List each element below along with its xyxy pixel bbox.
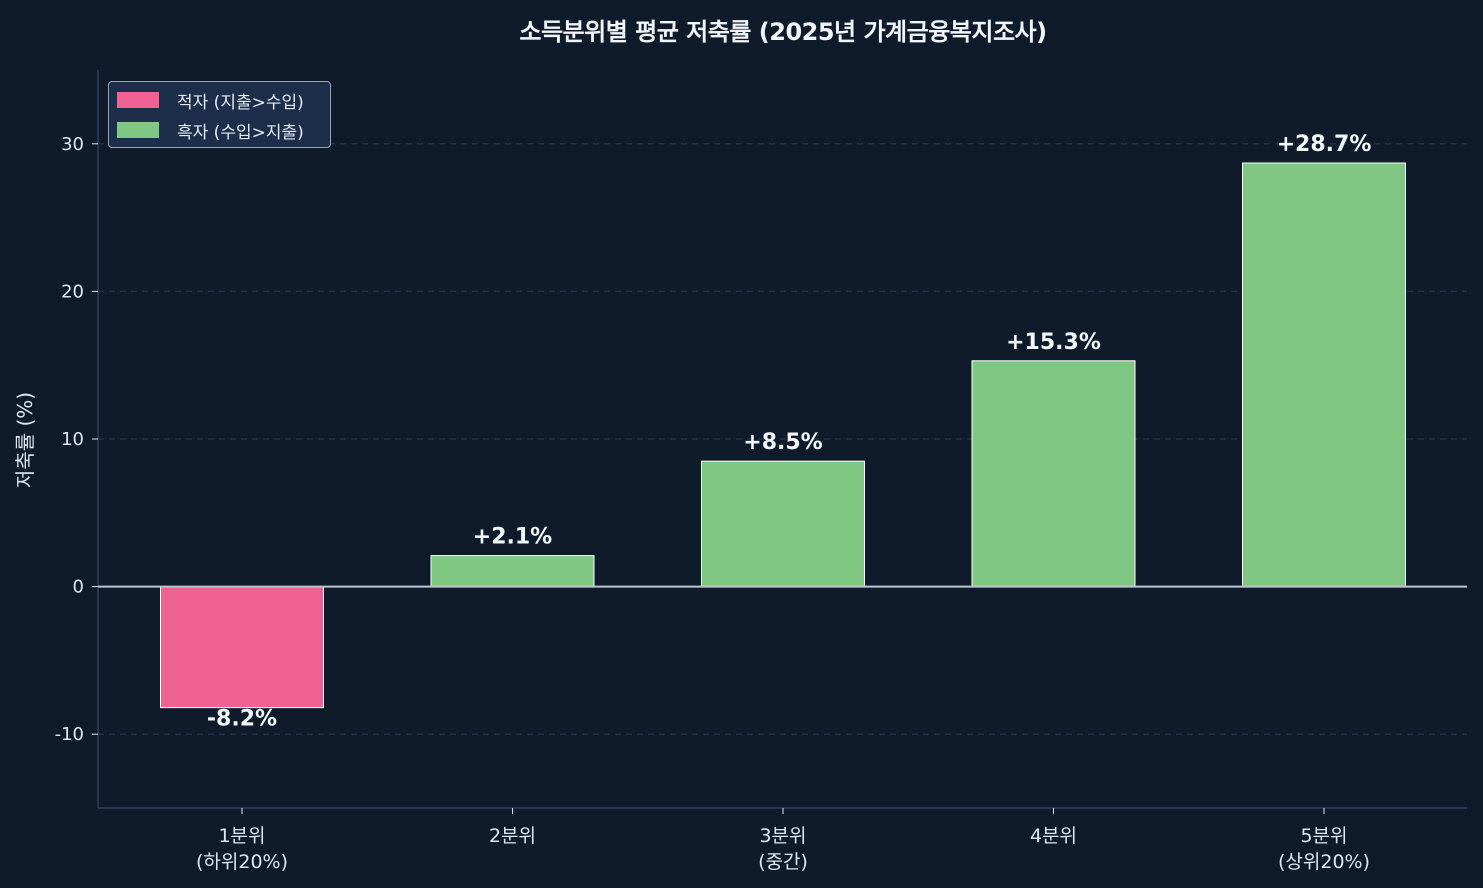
legend-swatch-deficit bbox=[117, 92, 159, 108]
legend-item-surplus: 흑자 (수입>지출) bbox=[117, 120, 304, 143]
bar-value-label: +15.3% bbox=[1006, 330, 1101, 355]
bar bbox=[701, 460, 865, 588]
chart-title: 소득분위별 평균 저축률 (2025년 가계금융복지조사) bbox=[519, 18, 1047, 46]
y-tick-label: 10 bbox=[61, 429, 84, 450]
legend-label-surplus: 흑자 (수입>지출) bbox=[177, 122, 304, 143]
y-tick-label: 30 bbox=[61, 134, 84, 155]
y-axis-label: 저축률 (%) bbox=[13, 392, 37, 488]
bar-value-label: -8.2% bbox=[207, 707, 277, 732]
x-tick-sublabel: (중간) bbox=[758, 851, 808, 873]
legend-label-deficit: 적자 (지출>수입) bbox=[177, 92, 304, 113]
y-tick-label: -10 bbox=[55, 724, 84, 745]
bar bbox=[160, 586, 324, 709]
x-tick-label: 5분위 bbox=[1300, 825, 1347, 847]
bar-value-label: +2.1% bbox=[473, 525, 552, 550]
x-tick-label: 3분위 bbox=[759, 825, 806, 847]
y-tick-label: 0 bbox=[73, 577, 84, 598]
x-tick-sublabel: (하위20%) bbox=[196, 851, 288, 873]
x-tick-label: 4분위 bbox=[1030, 825, 1077, 847]
bar-value-label: +28.7% bbox=[1277, 132, 1372, 157]
bar-value-label: +8.5% bbox=[743, 430, 822, 455]
legend-item-deficit: 적자 (지출>수입) bbox=[117, 90, 304, 113]
bar bbox=[971, 360, 1136, 588]
legend: 적자 (지출>수입) 흑자 (수입>지출) bbox=[108, 81, 331, 148]
bar bbox=[1242, 162, 1406, 588]
x-tick-label: 1분위 bbox=[218, 825, 265, 847]
y-tick-label: 20 bbox=[61, 281, 84, 302]
x-tick-label: 2분위 bbox=[489, 825, 536, 847]
legend-swatch-surplus bbox=[117, 122, 159, 138]
bar bbox=[430, 555, 595, 588]
x-tick-sublabel: (상위20%) bbox=[1278, 851, 1370, 873]
